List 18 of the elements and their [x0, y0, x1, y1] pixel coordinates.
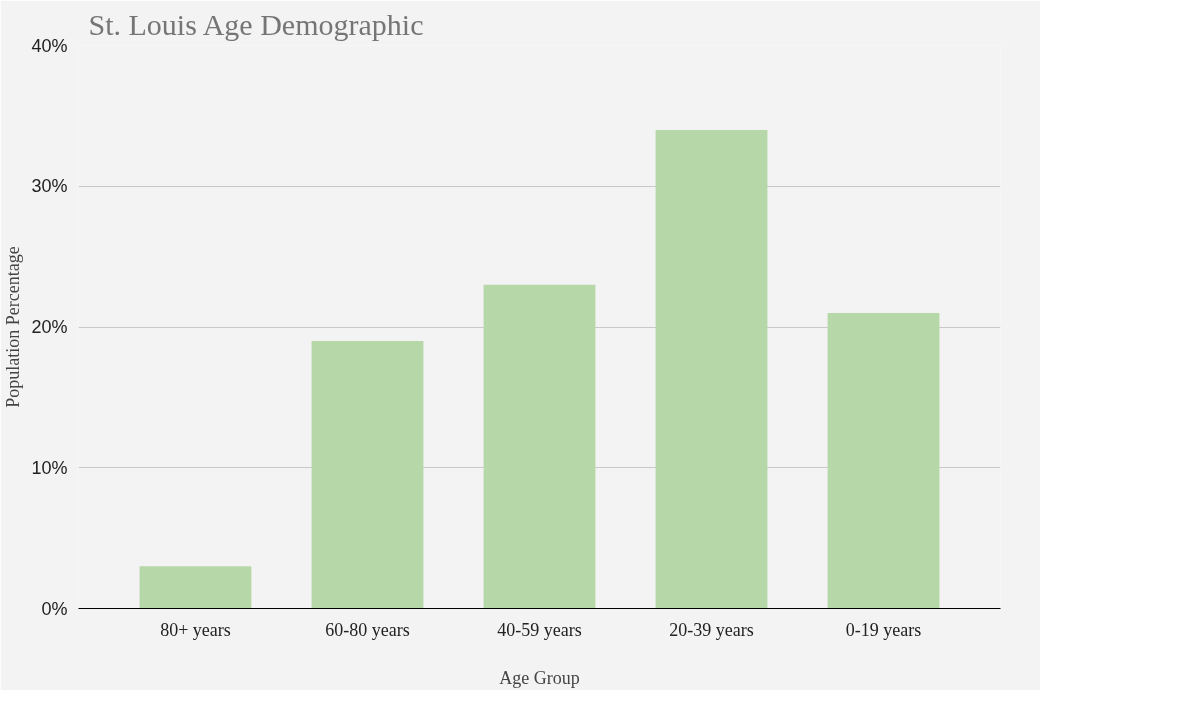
bar [483, 284, 596, 609]
bar [139, 566, 252, 609]
bar [655, 129, 768, 609]
chart-title: St. Louis Age Demographic [88, 7, 424, 41]
x-tick-label: 0-19 years [845, 619, 922, 640]
y-tick-label: 10% [31, 457, 68, 478]
x-axis-title: Age Group [499, 667, 580, 688]
y-tick-label: 0% [41, 598, 68, 619]
x-tick-label: 60-80 years [325, 619, 410, 640]
y-tick-label: 30% [31, 176, 68, 197]
x-tick-label: 20-39 years [669, 619, 754, 640]
y-tick-label: 40% [31, 35, 68, 56]
y-axis-title: Population Percentage [3, 246, 24, 408]
bar [311, 341, 424, 609]
x-tick-label: 80+ years [160, 619, 231, 640]
x-tick-label: 40-59 years [497, 619, 582, 640]
bar [827, 312, 940, 609]
y-tick-label: 20% [31, 317, 68, 337]
